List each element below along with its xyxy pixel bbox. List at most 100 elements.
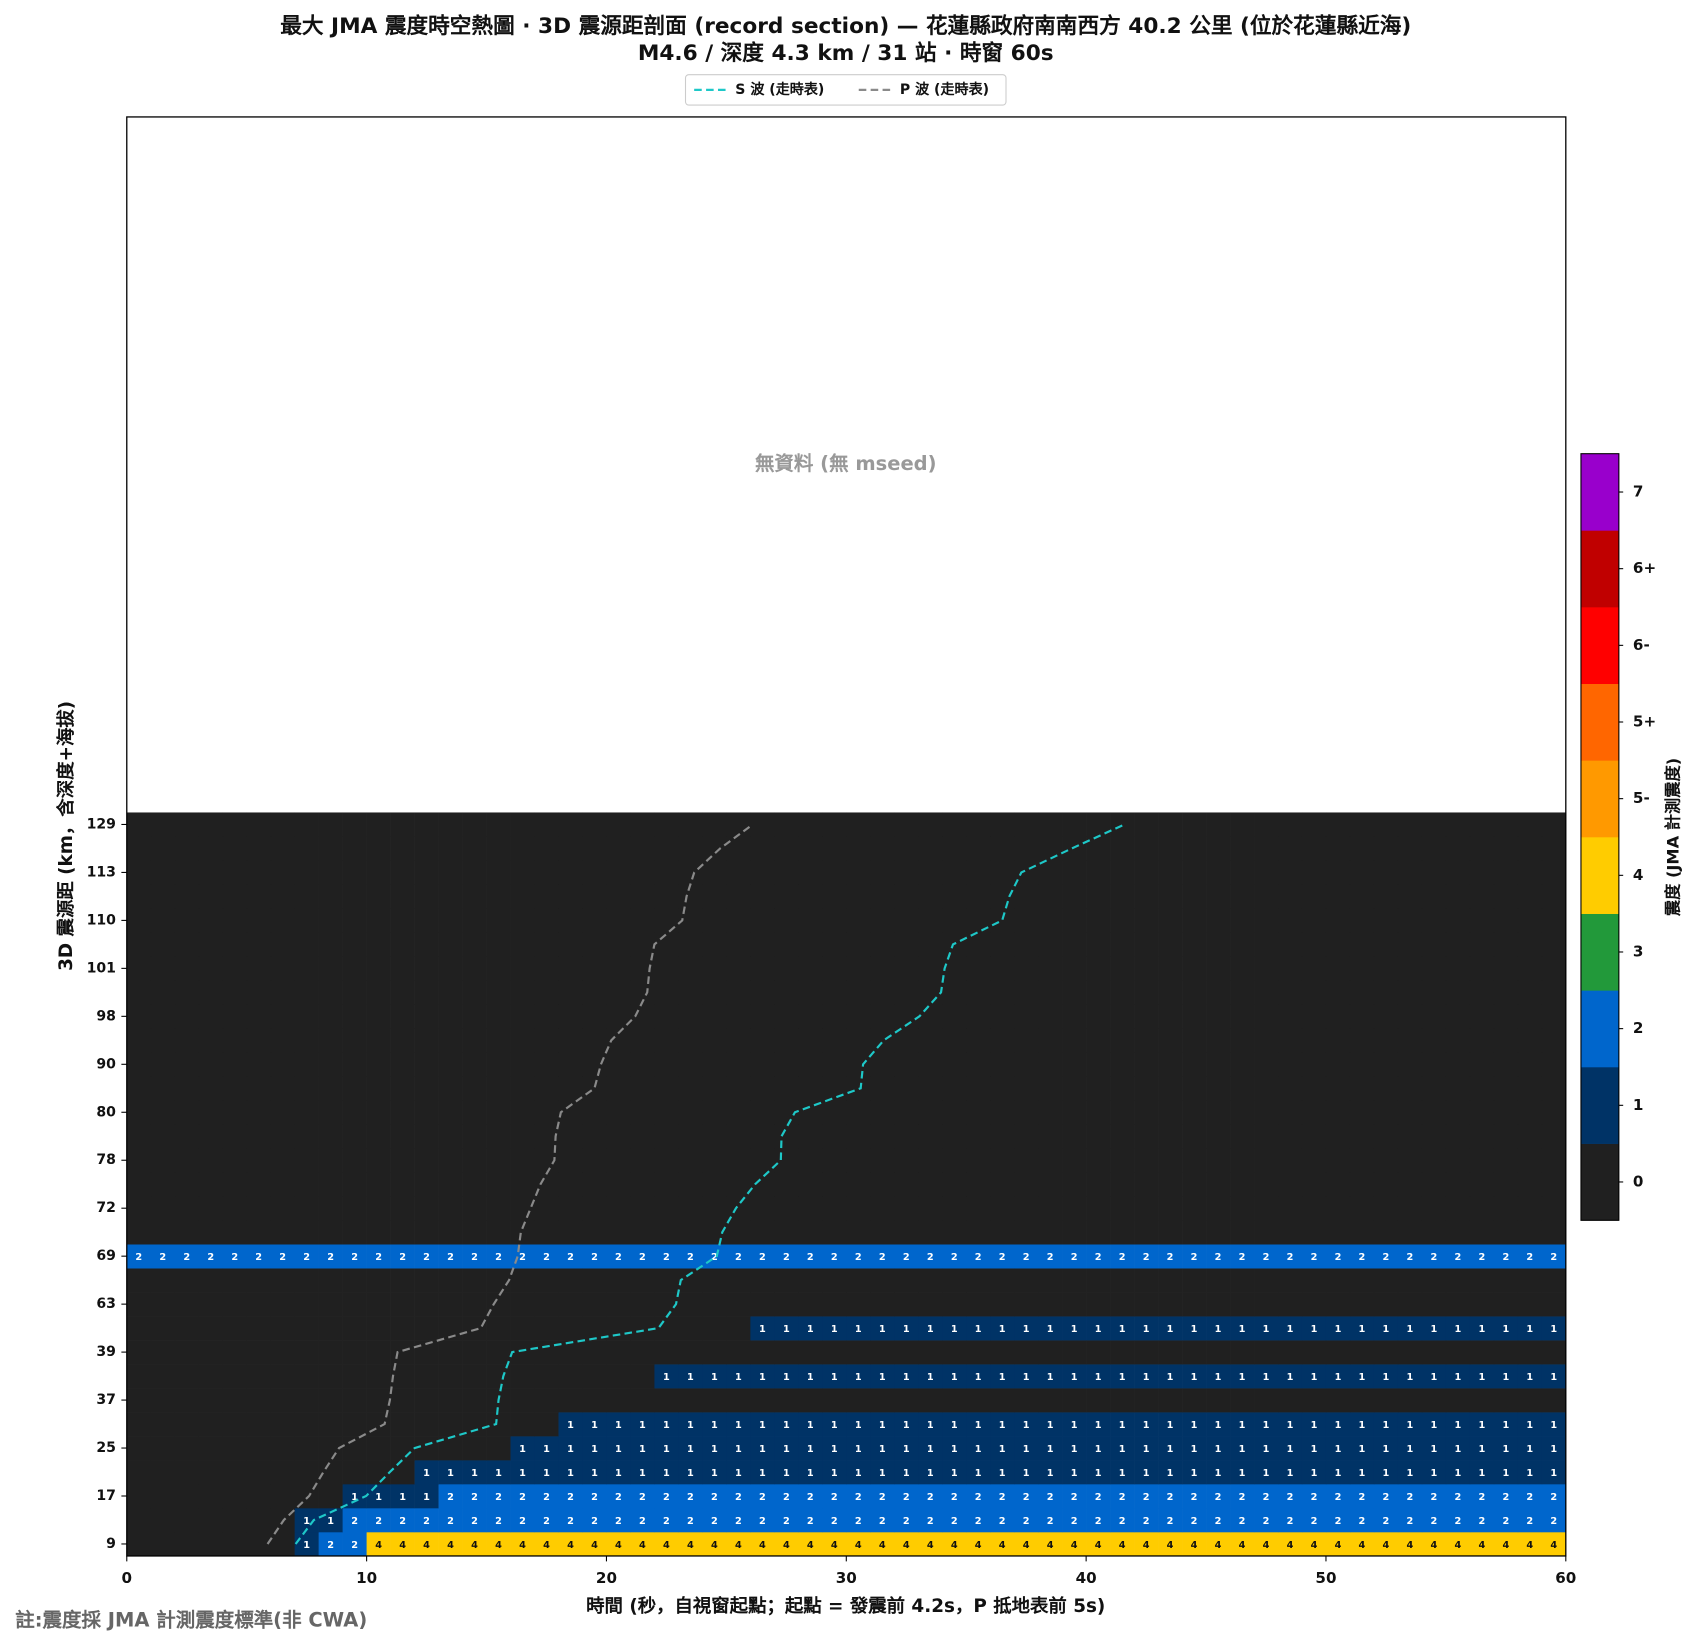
heat-cell	[702, 1148, 727, 1173]
cell-label: 1	[1119, 1420, 1126, 1431]
heat-cell	[822, 1292, 847, 1317]
heat-cell	[894, 1340, 919, 1365]
heat-cell	[750, 1004, 775, 1029]
heat-cell	[1493, 1316, 1519, 1341]
heat-cell	[1110, 812, 1135, 837]
heat-cell	[1349, 1436, 1375, 1461]
cell-label: 2	[975, 1252, 982, 1263]
heat-cell	[894, 1076, 919, 1101]
heat-cell	[822, 1340, 847, 1365]
heat-cell	[678, 836, 703, 861]
heat-cell	[1373, 812, 1399, 837]
cell-label: 1	[735, 1444, 742, 1455]
cell-label: 1	[1239, 1420, 1246, 1431]
heat-cell	[1349, 1531, 1375, 1557]
heat-cell	[198, 1460, 224, 1485]
heat-cell	[414, 1220, 439, 1245]
heat-cell	[390, 1268, 415, 1293]
heat-cell	[318, 1196, 343, 1221]
heat-cell	[486, 980, 511, 1005]
heat-cell	[1349, 1268, 1375, 1293]
cell-label: 1	[783, 1468, 790, 1479]
heat-cell	[774, 1052, 799, 1077]
cell-label: 1	[1047, 1372, 1054, 1383]
heat-cell	[990, 812, 1015, 837]
heat-cell	[1421, 1148, 1447, 1173]
heat-cell	[1254, 1052, 1279, 1077]
cell-label: 2	[591, 1516, 598, 1527]
heat-cell	[342, 908, 367, 933]
heat-cell	[990, 860, 1015, 885]
heat-cell	[1277, 1244, 1303, 1269]
heat-cell	[1301, 812, 1327, 837]
heat-cell	[222, 1004, 248, 1029]
cell-label: 1	[855, 1420, 862, 1431]
heat-cell	[318, 1292, 343, 1317]
cell-label: 2	[1311, 1516, 1318, 1527]
heat-cell	[366, 1316, 391, 1341]
heat-cell	[318, 1052, 343, 1077]
heat-cell	[510, 1292, 535, 1317]
heat-cell	[894, 1292, 919, 1317]
cell-label: 1	[663, 1444, 670, 1455]
heat-cell	[654, 1244, 679, 1269]
heat-cell	[1230, 1316, 1255, 1341]
heat-cell	[726, 884, 751, 909]
cell-label: 2	[1454, 1492, 1461, 1503]
heat-cell	[942, 1244, 967, 1269]
heat-cell	[1206, 1172, 1231, 1197]
cell-label: 4	[495, 1540, 502, 1551]
heat-cell	[126, 1124, 152, 1149]
heat-cell	[726, 1340, 751, 1365]
heat-cell	[1493, 1172, 1519, 1197]
heat-cell	[150, 908, 176, 933]
heat-cell	[990, 1220, 1015, 1245]
heat-cell	[390, 1340, 415, 1365]
cell-label: 1	[687, 1468, 694, 1479]
cell-label: 1	[999, 1420, 1006, 1431]
y-tick-label: 63	[96, 1296, 116, 1312]
heat-cell	[1038, 1100, 1063, 1125]
heat-cell	[438, 1412, 463, 1437]
heat-cell	[1541, 1004, 1567, 1029]
heat-cell	[1110, 1388, 1135, 1413]
heat-cell	[1445, 1100, 1471, 1125]
heat-cell	[198, 1268, 224, 1293]
cell-label: 1	[831, 1468, 838, 1479]
heat-cell	[774, 932, 799, 957]
heat-cell	[1373, 1340, 1399, 1365]
heat-cell	[1206, 1484, 1231, 1509]
heat-cell	[1373, 1412, 1399, 1437]
heat-cell	[126, 908, 152, 933]
heat-cell	[822, 860, 847, 885]
heat-cell	[270, 1148, 295, 1173]
heat-cell	[558, 1507, 583, 1533]
heat-cell	[726, 980, 751, 1005]
heat-cell	[222, 1531, 248, 1557]
heat-cell	[654, 812, 679, 837]
heat-cell	[1349, 1316, 1375, 1341]
heat-cell	[294, 860, 319, 885]
cell-label: 1	[1431, 1324, 1438, 1335]
cell-label: 1	[1383, 1468, 1390, 1479]
heat-cell	[1397, 1100, 1423, 1125]
heat-cell	[1134, 1172, 1159, 1197]
heat-cell	[222, 1460, 248, 1485]
heat-cell	[822, 812, 847, 837]
heat-cell	[1110, 1244, 1135, 1269]
cell-label: 1	[711, 1372, 718, 1383]
heat-cell	[1493, 836, 1519, 861]
heat-cell	[1517, 1412, 1543, 1437]
heat-cell	[198, 1148, 224, 1173]
heat-cell	[1182, 1004, 1207, 1029]
cell-label: 4	[831, 1540, 838, 1551]
heat-cell	[246, 1100, 272, 1125]
heat-cell	[1086, 908, 1111, 933]
heat-cell	[174, 1507, 200, 1533]
heat-cell	[486, 1172, 511, 1197]
heat-cell	[1469, 1268, 1495, 1293]
heat-cell	[1469, 908, 1495, 933]
colorbar-frame	[1580, 453, 1620, 1221]
heat-cell	[510, 980, 535, 1005]
cell-label: 4	[903, 1540, 910, 1551]
